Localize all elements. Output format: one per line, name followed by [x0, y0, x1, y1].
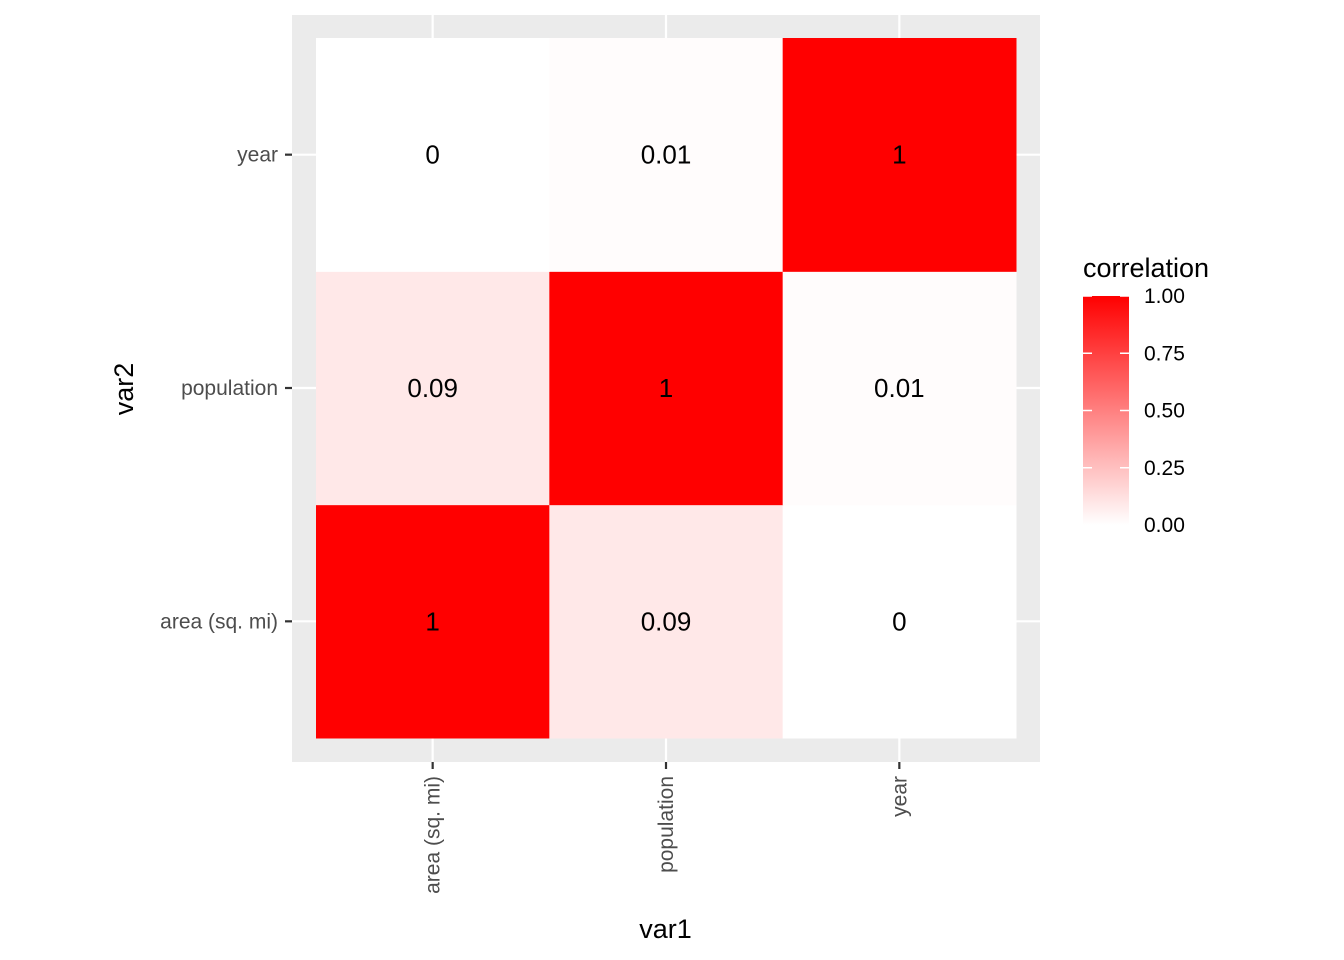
heatmap-cell — [782, 271, 1017, 506]
x-axis-title: var1 — [639, 914, 692, 944]
heatmap-cell-label: 0 — [425, 140, 439, 170]
heatmap-cell — [316, 38, 550, 272]
x-axis-tick-label: population — [655, 776, 678, 873]
heatmap-cell-label: 1 — [425, 606, 439, 636]
x-axis-tick-label: year — [888, 776, 911, 817]
heatmap-cell — [782, 38, 1017, 272]
legend-title: correlation — [1083, 253, 1209, 283]
heatmap-cell-label: 0.01 — [874, 373, 925, 403]
legend-tick-label: 0.75 — [1144, 342, 1185, 365]
axes: area (sq. mi) population year area (sq. mi)… — [160, 144, 911, 894]
heatmap-cell — [549, 271, 784, 506]
heatmap-cell — [782, 504, 1017, 739]
heatmap-cell-label: 0 — [892, 606, 906, 636]
legend-tick-label: 0.00 — [1144, 514, 1185, 537]
heatmap-cell-label: 1 — [659, 373, 673, 403]
heatmap-cell-label: 0.09 — [641, 606, 692, 636]
cell-value-labels: 1 0.09 0 0.09 1 0.01 0 0.01 1 — [407, 140, 924, 637]
legend: correlation 0.00 0.25 0.50 0.75 1.00 — [1083, 253, 1209, 537]
heatmap-cell — [549, 504, 784, 739]
heatmap-cell-label: 1 — [892, 140, 906, 170]
y-axis-tick-label: population — [181, 377, 278, 400]
y-axis-tick-label: year — [237, 144, 278, 167]
y-axis-title: var2 — [109, 363, 139, 416]
heatmap-cell — [316, 504, 550, 739]
heatmap-cell — [316, 271, 550, 506]
legend-tick-label: 0.50 — [1144, 400, 1185, 423]
heatmap-cells — [316, 38, 1017, 739]
heatmap-cell-label: 0.01 — [641, 140, 692, 170]
heatmap-cell-label: 0.09 — [407, 373, 458, 403]
y-axis-tick-label: area (sq. mi) — [160, 610, 278, 633]
heatmap-cell — [549, 38, 784, 272]
x-axis-tick-label: area (sq. mi) — [422, 776, 445, 894]
legend-tick-label: 1.00 — [1144, 285, 1185, 308]
legend-tick-label: 0.25 — [1144, 457, 1185, 480]
